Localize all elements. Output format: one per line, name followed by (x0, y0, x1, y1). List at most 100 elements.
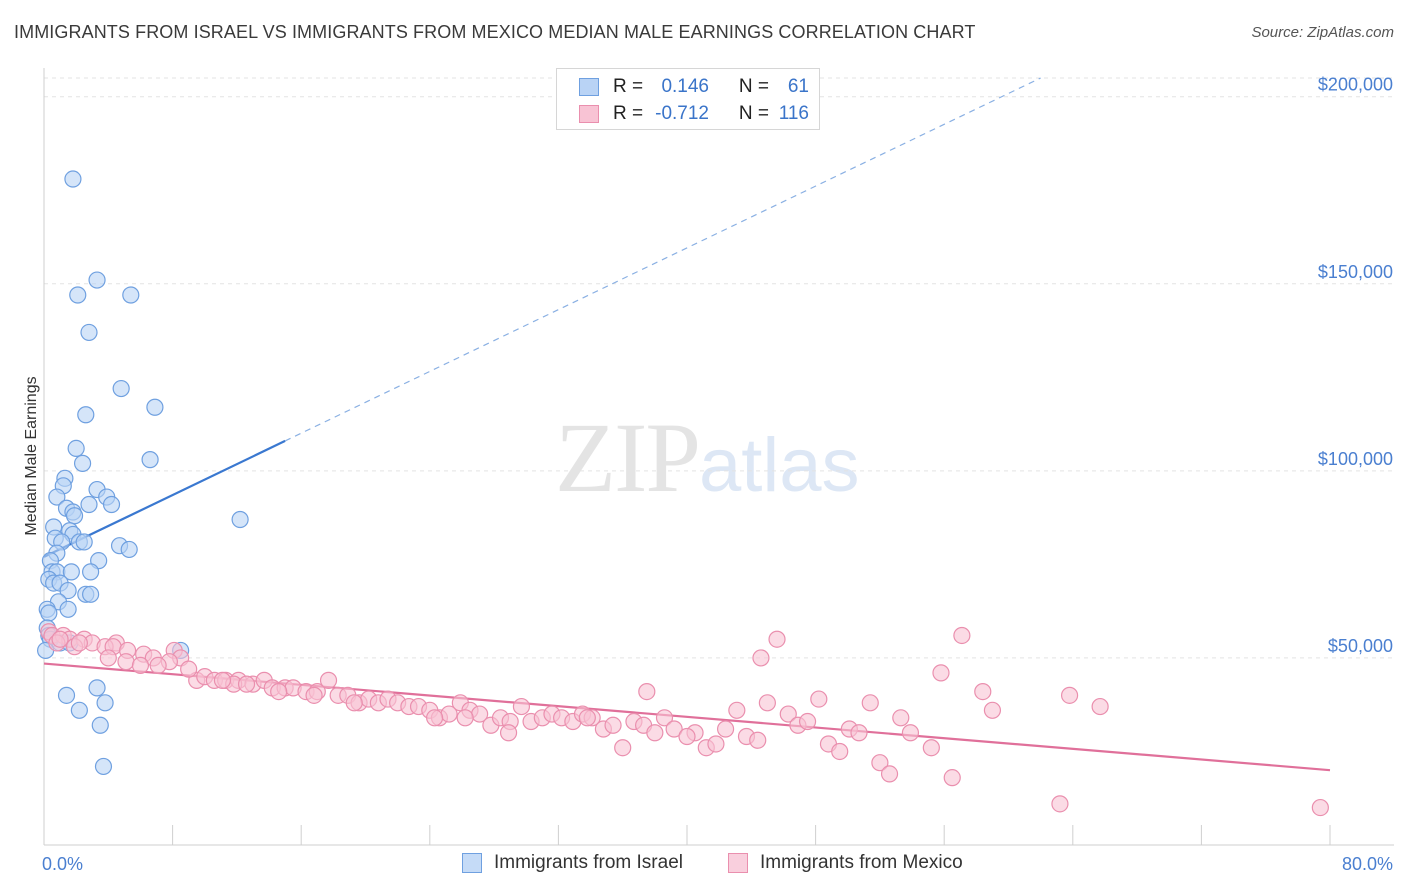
series-legend: Immigrants from Israel Immigrants from M… (0, 852, 1406, 876)
mexico-point (646, 724, 664, 742)
mexico-point (779, 705, 797, 723)
mexico-point (655, 709, 674, 727)
mexico-point (1051, 795, 1069, 813)
israel-point (59, 581, 77, 600)
israel-point (112, 379, 130, 398)
y-tick-label: $100,000 (1318, 449, 1393, 469)
mexico-point (604, 716, 622, 734)
mexico-point (512, 697, 531, 716)
mexico-point (752, 649, 770, 667)
mexico-point (578, 709, 596, 727)
mexico-point (974, 682, 992, 701)
mexico-point (638, 682, 656, 701)
n-label: N = (738, 103, 769, 124)
israel-point (75, 533, 93, 551)
source-credit: Source: ZipAtlas.com (1251, 24, 1394, 41)
mexico-point (758, 694, 776, 712)
data-points (37, 170, 1329, 817)
r-value-mexico: -0.712 (655, 103, 709, 124)
chart-title: IMMIGRANTS FROM ISRAEL VS IMMIGRANTS FRO… (14, 22, 976, 42)
mexico-point (319, 671, 338, 689)
legend-swatch-israel (579, 78, 599, 96)
israel-point (94, 757, 113, 776)
israel-point (67, 439, 85, 458)
mexico-point (213, 671, 232, 689)
watermark-atlas: atlas (699, 423, 860, 508)
mexico-point (1060, 686, 1079, 704)
mexico-point (798, 712, 817, 731)
israel-point (80, 495, 98, 514)
legend-label-mexico: Immigrants from Mexico (760, 852, 963, 873)
mexico-point (716, 720, 735, 738)
n-value-israel: 61 (787, 76, 809, 97)
mexico-point (117, 653, 135, 671)
mexico-point (932, 664, 950, 682)
mexico-point (1091, 697, 1109, 716)
mexico-point (983, 701, 1002, 719)
mexico-point (810, 690, 828, 708)
israel-point (91, 716, 109, 734)
mexico-point (426, 709, 444, 727)
israel-point (69, 286, 87, 304)
mexico-point (880, 765, 899, 783)
israel-point (59, 600, 77, 618)
mexico-point (180, 660, 198, 678)
mexico-point (707, 735, 725, 753)
n-label: N = (738, 76, 769, 97)
mexico-point (99, 649, 117, 667)
israel-point (82, 563, 100, 581)
israel-point (88, 271, 106, 289)
grid-lines (44, 77, 1394, 659)
x-tick-label-max: 80.0% (1342, 854, 1393, 874)
correlation-legend: R = 0.146 N = 61 R = -0.712 N = 116 (556, 68, 820, 130)
mexico-point (270, 682, 288, 701)
mexico-point (665, 720, 683, 738)
legend-swatch-israel (462, 853, 482, 873)
israel-point (77, 406, 95, 424)
israel-point (141, 451, 159, 469)
mexico-point (922, 739, 940, 757)
mexico-point (871, 754, 889, 772)
r-label: R = (613, 76, 644, 97)
trend-lines (43, 77, 1331, 772)
mexico-point (831, 742, 849, 761)
watermark: ZIPatlas (555, 400, 860, 515)
r-label: R = (613, 103, 644, 124)
mexico-point (345, 694, 363, 712)
israel-point (96, 694, 114, 712)
israel-point (88, 679, 106, 697)
mexico-point (237, 675, 256, 693)
y-tick-label: $50,000 (1328, 636, 1393, 656)
axes (43, 68, 1394, 846)
mexico-point (728, 701, 746, 719)
mexico-point (953, 626, 971, 645)
legend-row-mexico: R = -0.712 N = 116 (579, 102, 809, 126)
mexico-point (614, 739, 632, 757)
israel-point (231, 510, 249, 529)
israel-point (65, 507, 84, 525)
israel-point (48, 488, 66, 506)
legend-item-mexico: Immigrants from Mexico (728, 852, 963, 874)
mexico-point (499, 724, 518, 742)
legend-item-israel: Immigrants from Israel (462, 852, 683, 874)
mexico-point (51, 630, 69, 648)
n-value-mexico: 116 (778, 103, 809, 124)
y-axis-label: Median Male Earnings (23, 376, 40, 535)
israel-point (70, 701, 88, 719)
israel-point (62, 563, 80, 581)
israel-point (73, 454, 92, 472)
israel-point (80, 323, 98, 342)
mexico-point (749, 731, 767, 749)
mexico-point (861, 694, 879, 712)
x-tick-label-min: 0.0% (42, 854, 83, 874)
israel-point (82, 585, 100, 603)
israel-point (40, 604, 58, 622)
israel-point (57, 686, 76, 704)
israel-point (146, 398, 164, 416)
mexico-point (892, 709, 910, 727)
watermark-zip: ZIP (555, 402, 701, 513)
israel-trend-extension (284, 77, 1041, 442)
mexico-point (70, 634, 88, 652)
mexico-point (1311, 798, 1329, 817)
mexico-point (943, 769, 961, 787)
